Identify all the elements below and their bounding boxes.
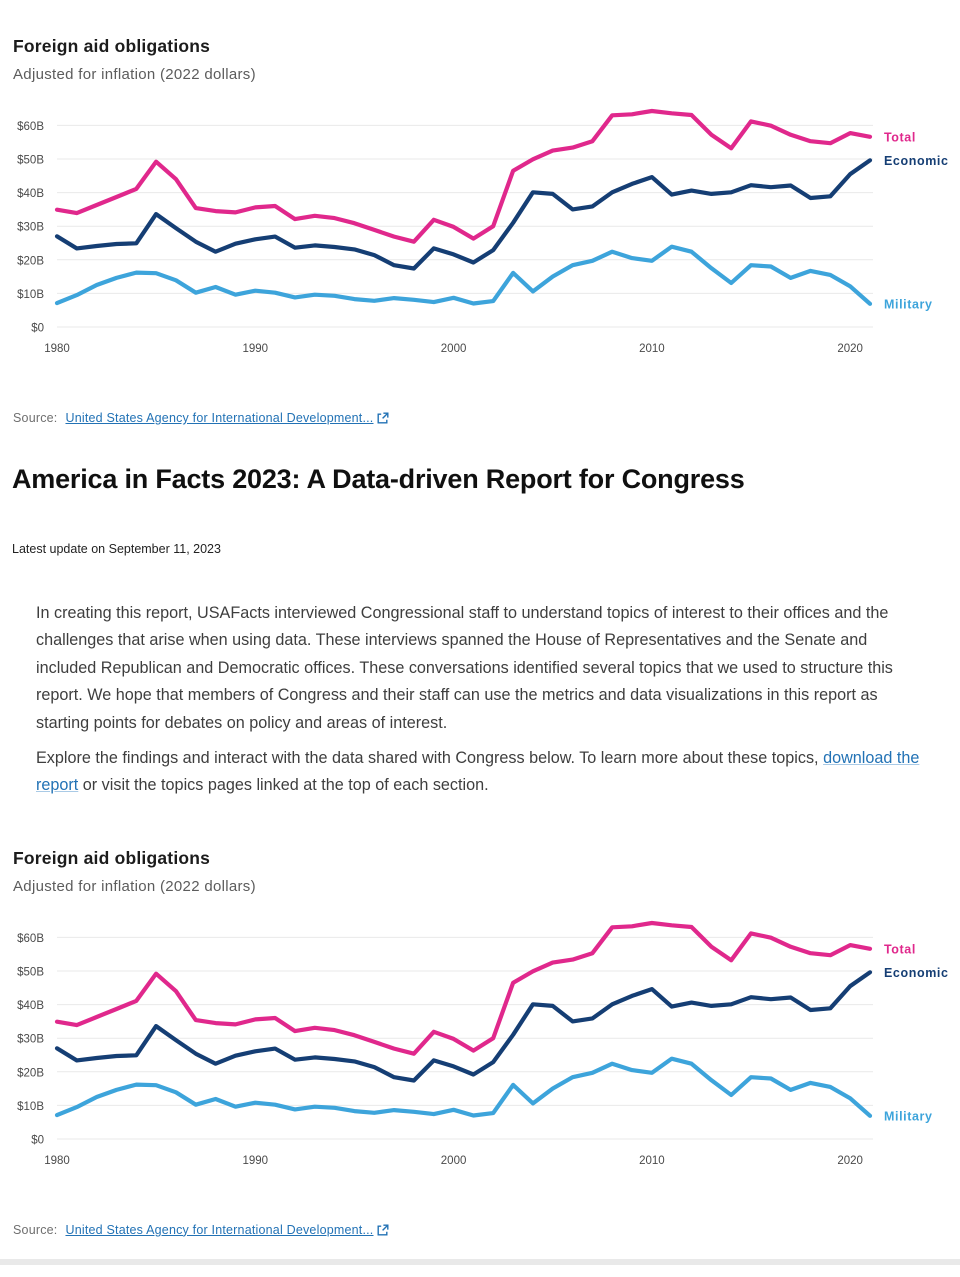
foreign-aid-chart-section-1: Foreign aid obligations Adjusted for inf… (0, 34, 960, 365)
series-line-economic (54, 970, 873, 1083)
intro-paragraph-1: In creating this report, USAFacts interv… (36, 604, 893, 732)
series-line-military (54, 1056, 873, 1118)
series-line-total (54, 108, 873, 244)
legend-label-military: Military (884, 297, 933, 311)
foreign-aid-line-chart: $0 $10B $20B $30B $40B $50B $60B 1980 1990 2000 20… (17, 920, 949, 1167)
intro-paragraph-2-post: or visit the topics pages linked at the … (78, 776, 489, 795)
y-tick-label: $0 (31, 1134, 44, 1146)
legend-label-economic: Economic (884, 154, 949, 168)
y-tick-label: $60B (17, 933, 44, 945)
foreign-aid-chart-section-2: Foreign aid obligations Adjusted for inf… (0, 846, 960, 1177)
chart-subtitle: Adjusted for inflation (2022 dollars) (13, 66, 256, 83)
intro-paragraph-2: Explore the findings and interact with t… (36, 745, 922, 800)
series-line-total (54, 920, 873, 1056)
source-link[interactable]: United States Agency for International D… (65, 1222, 374, 1237)
intro-text: In creating this report, USAFacts interv… (0, 600, 960, 800)
external-link-icon (377, 1224, 389, 1236)
y-tick-label: $0 (31, 323, 44, 335)
x-tick-label: 2020 (837, 343, 863, 355)
foreign-aid-line-chart: $0 $10B $20B $30B $40B $50B $60B 1980 1990 2000 20… (17, 108, 949, 355)
y-tick-label: $30B (17, 1034, 44, 1046)
x-tick-label: 1990 (242, 1155, 268, 1167)
legend-label-total: Total (884, 942, 916, 956)
legend-label-total: Total (884, 130, 916, 144)
source-link[interactable]: United States Agency for International D… (65, 411, 374, 425)
legend-label-economic: Economic (884, 966, 949, 980)
footer-bar (0, 1258, 960, 1265)
x-tick-label: 2010 (639, 1155, 665, 1167)
y-tick-label: $20B (17, 1067, 44, 1079)
y-tick-label: $30B (17, 222, 44, 234)
source-label: Source: (13, 1222, 58, 1237)
chart-subtitle: Adjusted for inflation (2022 dollars) (13, 877, 256, 895)
legend-label-military: Military (884, 1109, 933, 1123)
download-report-link[interactable]: download the report (36, 749, 920, 795)
source-label: Source: (13, 411, 58, 425)
chart-title: Foreign aid obligations (13, 847, 211, 868)
series-line-military (54, 244, 873, 306)
source-row: Source: United States Agency for Interna… (0, 411, 960, 425)
intro-paragraph-2-pre: Explore the findings and interact with t… (36, 749, 824, 768)
x-tick-label: 1980 (44, 343, 70, 355)
y-tick-label: $10B (17, 1101, 44, 1113)
last-updated-text: Latest update on September 11, 2023 (12, 542, 221, 556)
y-tick-label: $10B (17, 289, 44, 301)
series-line-economic (54, 158, 873, 271)
x-tick-label: 1980 (44, 1155, 70, 1167)
x-tick-label: 2000 (441, 343, 467, 355)
y-tick-label: $50B (17, 966, 44, 978)
y-tick-label: $60B (17, 121, 44, 133)
x-tick-label: 2000 (441, 1155, 467, 1167)
x-tick-label: 2020 (837, 1155, 863, 1167)
x-tick-label: 2010 (639, 343, 665, 355)
chart-title: Foreign aid obligations (13, 36, 211, 56)
x-tick-label: 1990 (242, 343, 268, 355)
y-tick-label: $40B (17, 1000, 44, 1012)
source-row: Source: United States Agency for Interna… (0, 1223, 960, 1237)
y-tick-label: $20B (17, 255, 44, 267)
y-tick-label: $50B (17, 155, 44, 167)
external-link-icon (377, 412, 389, 424)
page-title: America in Facts 2023: A Data-driven Rep… (12, 464, 745, 494)
y-tick-label: $40B (17, 188, 44, 200)
